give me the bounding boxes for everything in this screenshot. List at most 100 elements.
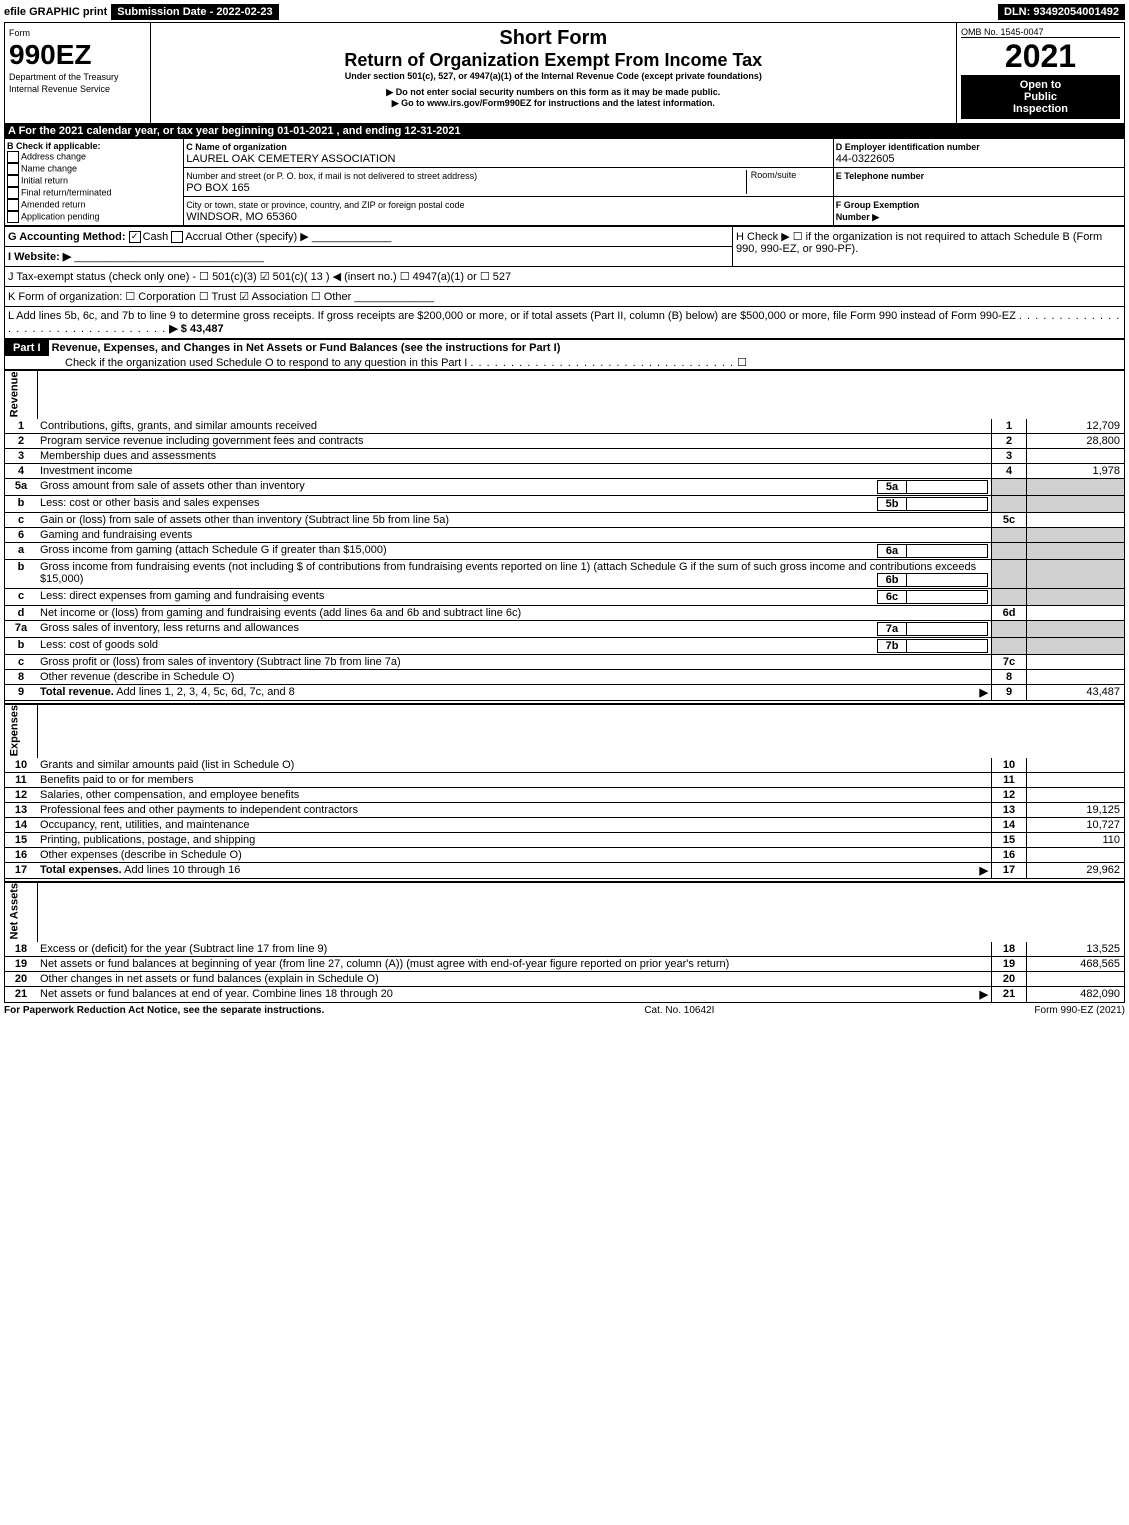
part1-check-end[interactable]: ☐ <box>737 357 747 369</box>
efile-link[interactable]: efile GRAPHIC print <box>4 6 107 18</box>
box-number: 2 <box>992 433 1027 448</box>
box-number: 5c <box>992 512 1027 527</box>
box-number: 4 <box>992 463 1027 478</box>
main-title: Return of Organization Exempt From Incom… <box>155 50 952 71</box>
amount-cell <box>1027 971 1125 986</box>
line-number: 13 <box>5 803 38 818</box>
box-number: 13 <box>992 803 1027 818</box>
line-row: bLess: cost or other basis and sales exp… <box>5 495 1125 512</box>
line-text: Membership dues and assessments <box>37 448 992 463</box>
amount-cell: 468,565 <box>1027 956 1125 971</box>
amended-return-checkbox[interactable] <box>7 199 19 211</box>
line-number: a <box>5 542 38 559</box>
line-number: 1 <box>5 419 38 434</box>
l-amount: ▶ $ 43,487 <box>169 323 223 335</box>
line-row: 15Printing, publications, postage, and s… <box>5 833 1125 848</box>
cb-amended: Amended return <box>21 199 86 209</box>
line-text: Less: cost or other basis and sales expe… <box>37 495 992 512</box>
initial-return-checkbox[interactable] <box>7 175 19 187</box>
box-number <box>992 495 1027 512</box>
line-number: b <box>5 559 38 588</box>
address-change-checkbox[interactable] <box>7 151 19 163</box>
box-number: 3 <box>992 448 1027 463</box>
line-number: 16 <box>5 848 38 863</box>
accrual-checkbox[interactable] <box>171 231 183 243</box>
line-row: 2Program service revenue including gover… <box>5 433 1125 448</box>
form-label: Form <box>9 28 30 38</box>
short-form-title: Short Form <box>155 27 952 50</box>
line-number: 8 <box>5 669 38 684</box>
line-number: 21 <box>5 986 38 1002</box>
top-toolbar: efile GRAPHIC print Submission Date - 20… <box>4 4 1125 20</box>
open-to-public: Open to Public Inspection <box>961 75 1120 119</box>
box-number: 21 <box>992 986 1027 1002</box>
amount-cell <box>1027 512 1125 527</box>
line-text: Gross profit or (loss) from sales of inv… <box>37 654 992 669</box>
revenue-sidebar: Revenue <box>5 371 38 419</box>
c-name-label: C Name of organization <box>186 142 287 152</box>
line-row: 9Total revenue. Add lines 1, 2, 3, 4, 5c… <box>5 684 1125 700</box>
line-row: 11Benefits paid to or for members11 <box>5 773 1125 788</box>
line-row: cLess: direct expenses from gaming and f… <box>5 588 1125 605</box>
mid-box-amt <box>907 591 987 603</box>
line-row: 13Professional fees and other payments t… <box>5 803 1125 818</box>
amount-cell: 1,978 <box>1027 463 1125 478</box>
name-change-checkbox[interactable] <box>7 163 19 175</box>
cb-name: Name change <box>21 163 77 173</box>
line-row: bLess: cost of goods sold7b <box>5 637 1125 654</box>
amount-cell: 12,709 <box>1027 419 1125 434</box>
box-number: 7c <box>992 654 1027 669</box>
h-text: H Check ▶ ☐ if the organization is not r… <box>736 231 1102 255</box>
amount-cell: 28,800 <box>1027 433 1125 448</box>
line-text: Net assets or fund balances at beginning… <box>37 956 992 971</box>
line-number: 15 <box>5 833 38 848</box>
line-number: b <box>5 637 38 654</box>
box-number <box>992 559 1027 588</box>
line-text: Professional fees and other payments to … <box>37 803 992 818</box>
e-phone-label: E Telephone number <box>836 171 924 181</box>
line-row: dNet income or (loss) from gaming and fu… <box>5 605 1125 620</box>
ssn-warning: ▶ Do not enter social security numbers o… <box>155 87 952 98</box>
line-number: 17 <box>5 863 38 879</box>
amount-cell: 10,727 <box>1027 818 1125 833</box>
cash-checkbox[interactable]: ✓ <box>129 231 141 243</box>
dept-label: Department of the Treasury Internal Reve… <box>9 72 119 94</box>
form-number: 990EZ <box>9 39 92 70</box>
part1-table: Revenue 1Contributions, gifts, grants, a… <box>4 370 1125 1003</box>
footer-left: For Paperwork Reduction Act Notice, see … <box>4 1005 324 1016</box>
c-city-label: City or town, state or province, country… <box>186 200 464 210</box>
line-number: 10 <box>5 758 38 773</box>
part1-label: Part I <box>5 340 49 356</box>
line-row: aGross income from gaming (attach Schedu… <box>5 542 1125 559</box>
amount-cell: 29,962 <box>1027 863 1125 879</box>
box-number: 11 <box>992 773 1027 788</box>
line-number: c <box>5 588 38 605</box>
line-number: b <box>5 495 38 512</box>
line-row: 7aGross sales of inventory, less returns… <box>5 620 1125 637</box>
cb-initial: Initial return <box>21 175 68 185</box>
goto-link[interactable]: ▶ Go to www.irs.gov/Form990EZ for instru… <box>155 98 952 109</box>
dln-number: DLN: 93492054001492 <box>998 4 1125 20</box>
amount-cell <box>1027 605 1125 620</box>
line-row: 6Gaming and fundraising events <box>5 527 1125 542</box>
application-pending-checkbox[interactable] <box>7 211 19 223</box>
line-number: 7a <box>5 620 38 637</box>
arrow-icon: ▶ <box>980 864 988 877</box>
line-row: 4Investment income41,978 <box>5 463 1125 478</box>
box-number: 15 <box>992 833 1027 848</box>
mid-box-num: 6a <box>878 545 907 557</box>
line-number: 20 <box>5 971 38 986</box>
line-text: Printing, publications, postage, and shi… <box>37 833 992 848</box>
box-number: 18 <box>992 942 1027 957</box>
box-number <box>992 478 1027 495</box>
final-return-checkbox[interactable] <box>7 187 19 199</box>
line-number: 2 <box>5 433 38 448</box>
mid-box-amt <box>907 574 987 586</box>
amount-cell <box>1027 495 1125 512</box>
line-text: Gaming and fundraising events <box>37 527 992 542</box>
line-row: 1Contributions, gifts, grants, and simil… <box>5 419 1125 434</box>
line-row: 18Excess or (deficit) for the year (Subt… <box>5 942 1125 957</box>
box-number: 10 <box>992 758 1027 773</box>
line-row: 19Net assets or fund balances at beginni… <box>5 956 1125 971</box>
ghij-block: G Accounting Method: ✓Cash Accrual Other… <box>4 226 1125 339</box>
